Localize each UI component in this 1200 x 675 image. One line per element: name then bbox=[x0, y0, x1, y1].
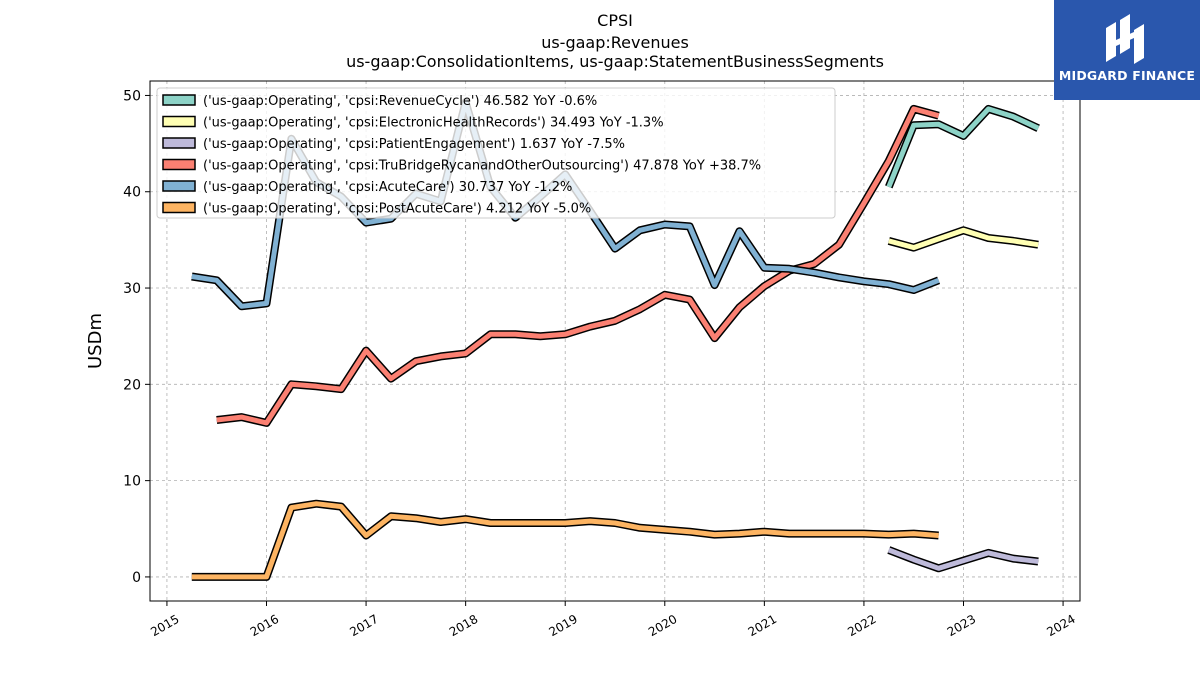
series-line bbox=[886, 106, 1040, 188]
y-tick-label: 30 bbox=[123, 281, 141, 297]
legend-label: ('us-gaap:Operating', 'cpsi:ElectronicHe… bbox=[203, 116, 664, 131]
chart-title: CPSI us-gaap:Revenues us-gaap:Consolidat… bbox=[346, 11, 884, 71]
series-2 bbox=[887, 546, 1039, 573]
y-tick-label: 0 bbox=[132, 570, 141, 586]
legend-swatch bbox=[162, 158, 196, 171]
y-tick-label: 50 bbox=[123, 88, 141, 104]
x-tick-label: 2015 bbox=[148, 612, 181, 639]
x-tick-label: 2020 bbox=[646, 612, 679, 639]
series-line bbox=[216, 106, 940, 426]
x-tick-label: 2018 bbox=[447, 612, 480, 639]
y-tick-label: 10 bbox=[123, 474, 141, 490]
title-line-3: us-gaap:ConsolidationItems, us-gaap:Stat… bbox=[346, 52, 884, 71]
legend-swatch bbox=[162, 115, 196, 128]
legend-swatch bbox=[162, 94, 196, 106]
legend-swatch bbox=[162, 201, 196, 214]
x-tick-label: 2019 bbox=[546, 612, 579, 639]
legend-label: ('us-gaap:Operating', 'cpsi:PostAcuteCar… bbox=[203, 202, 591, 217]
series-0 bbox=[885, 104, 1040, 189]
x-tick-label: 2017 bbox=[347, 612, 380, 639]
y-tick-label: 40 bbox=[123, 185, 141, 201]
plot-frame bbox=[149, 80, 1081, 602]
legend: ('us-gaap:Operating', 'cpsi:RevenueCycle… bbox=[156, 87, 836, 219]
x-tick-label: 2024 bbox=[1044, 612, 1077, 639]
brand-logo: MIDGARD FINANCE bbox=[1054, 0, 1200, 100]
title-line-2: us-gaap:Revenues bbox=[541, 33, 689, 52]
x-axis-ticks: 2015 2016 2017 2018 2019 2020 2021 2022 2023 2024 bbox=[148, 601, 1078, 639]
title-line-1: CPSI bbox=[597, 11, 633, 30]
y-axis-ticks: 0 10 20 30 40 50 bbox=[123, 88, 150, 586]
y-tick-label: 20 bbox=[123, 377, 141, 393]
legend-label: ('us-gaap:Operating', 'cpsi:TruBridgeRyc… bbox=[203, 159, 761, 174]
brand-name: MIDGARD FINANCE bbox=[1058, 68, 1196, 83]
legend-swatch bbox=[162, 180, 196, 192]
legend-label: ('us-gaap:Operating', 'cpsi:AcuteCare') … bbox=[203, 180, 572, 195]
series-line bbox=[887, 547, 1039, 571]
series-line bbox=[191, 501, 939, 580]
brand-mark-icon bbox=[1106, 14, 1144, 64]
legend-swatch bbox=[162, 137, 196, 149]
x-tick-label: 2023 bbox=[945, 612, 978, 639]
x-tick-label: 2016 bbox=[248, 612, 281, 639]
legend-label: ('us-gaap:Operating', 'cpsi:PatientEngag… bbox=[203, 137, 625, 152]
legend-label: ('us-gaap:Operating', 'cpsi:RevenueCycle… bbox=[203, 94, 597, 109]
series-5 bbox=[191, 499, 939, 581]
series-3 bbox=[216, 104, 940, 427]
x-tick-label: 2022 bbox=[845, 612, 878, 639]
x-tick-label: 2021 bbox=[746, 612, 779, 639]
y-axis-label: USDm bbox=[85, 313, 106, 369]
series-line bbox=[888, 227, 1039, 251]
legend-box bbox=[156, 87, 836, 219]
series-1 bbox=[887, 226, 1039, 252]
